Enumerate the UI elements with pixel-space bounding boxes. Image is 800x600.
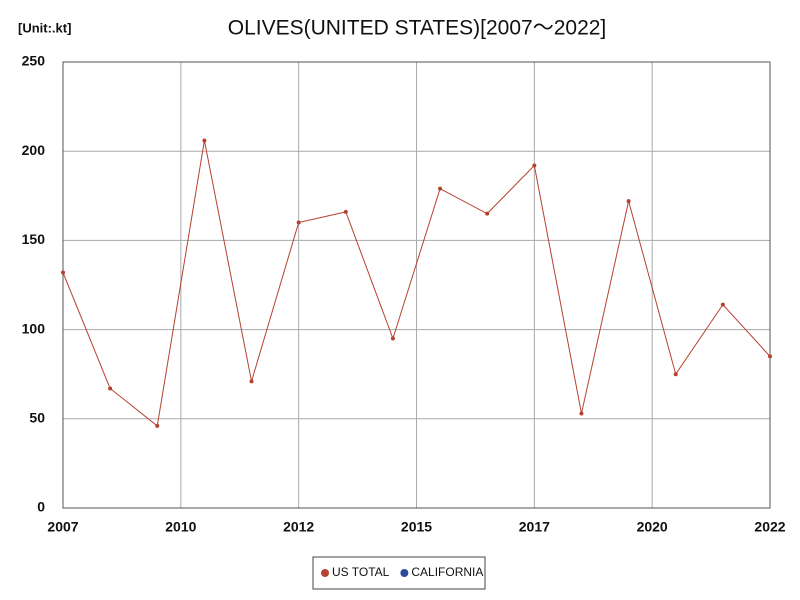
data-point bbox=[296, 220, 301, 225]
data-point bbox=[532, 163, 537, 168]
data-point bbox=[155, 423, 160, 428]
legend-label: US TOTAL bbox=[332, 565, 390, 579]
data-point bbox=[579, 411, 584, 416]
data-point bbox=[626, 199, 631, 204]
data-point bbox=[343, 209, 348, 214]
data-point bbox=[202, 138, 207, 143]
data-point bbox=[390, 336, 395, 341]
y-tick-label: 100 bbox=[22, 320, 46, 336]
data-point bbox=[108, 386, 113, 391]
legend-label: CALIFORNIA bbox=[411, 565, 483, 579]
x-tick-label: 2022 bbox=[754, 519, 785, 535]
unit-label: [Unit:.kt] bbox=[18, 20, 71, 35]
y-tick-label: 200 bbox=[22, 142, 46, 158]
data-point bbox=[61, 270, 65, 275]
x-tick-label: 2020 bbox=[637, 519, 668, 535]
legend-marker bbox=[400, 569, 409, 577]
series-line bbox=[62, 140, 771, 427]
data-point bbox=[249, 379, 254, 384]
x-tick-label: 2010 bbox=[165, 519, 196, 535]
x-tick-label: 2012 bbox=[283, 519, 314, 535]
data-point bbox=[673, 372, 678, 377]
x-tick-label: 2017 bbox=[519, 519, 550, 535]
chart-title: OLIVES(UNITED STATES)[2007～2022] bbox=[228, 17, 607, 40]
data-point bbox=[485, 211, 490, 216]
y-tick-label: 250 bbox=[22, 53, 46, 69]
plot-frame bbox=[62, 61, 771, 509]
y-tick-label: 0 bbox=[37, 499, 45, 515]
legend-marker bbox=[321, 569, 329, 577]
data-point bbox=[438, 186, 443, 191]
y-tick-label: 150 bbox=[22, 231, 46, 247]
data-point bbox=[768, 354, 772, 359]
x-tick-label: 2007 bbox=[47, 519, 78, 535]
legend-box bbox=[312, 556, 486, 590]
x-tick-label: 2015 bbox=[401, 519, 432, 535]
y-tick-label: 50 bbox=[29, 410, 45, 426]
data-point bbox=[720, 302, 725, 307]
